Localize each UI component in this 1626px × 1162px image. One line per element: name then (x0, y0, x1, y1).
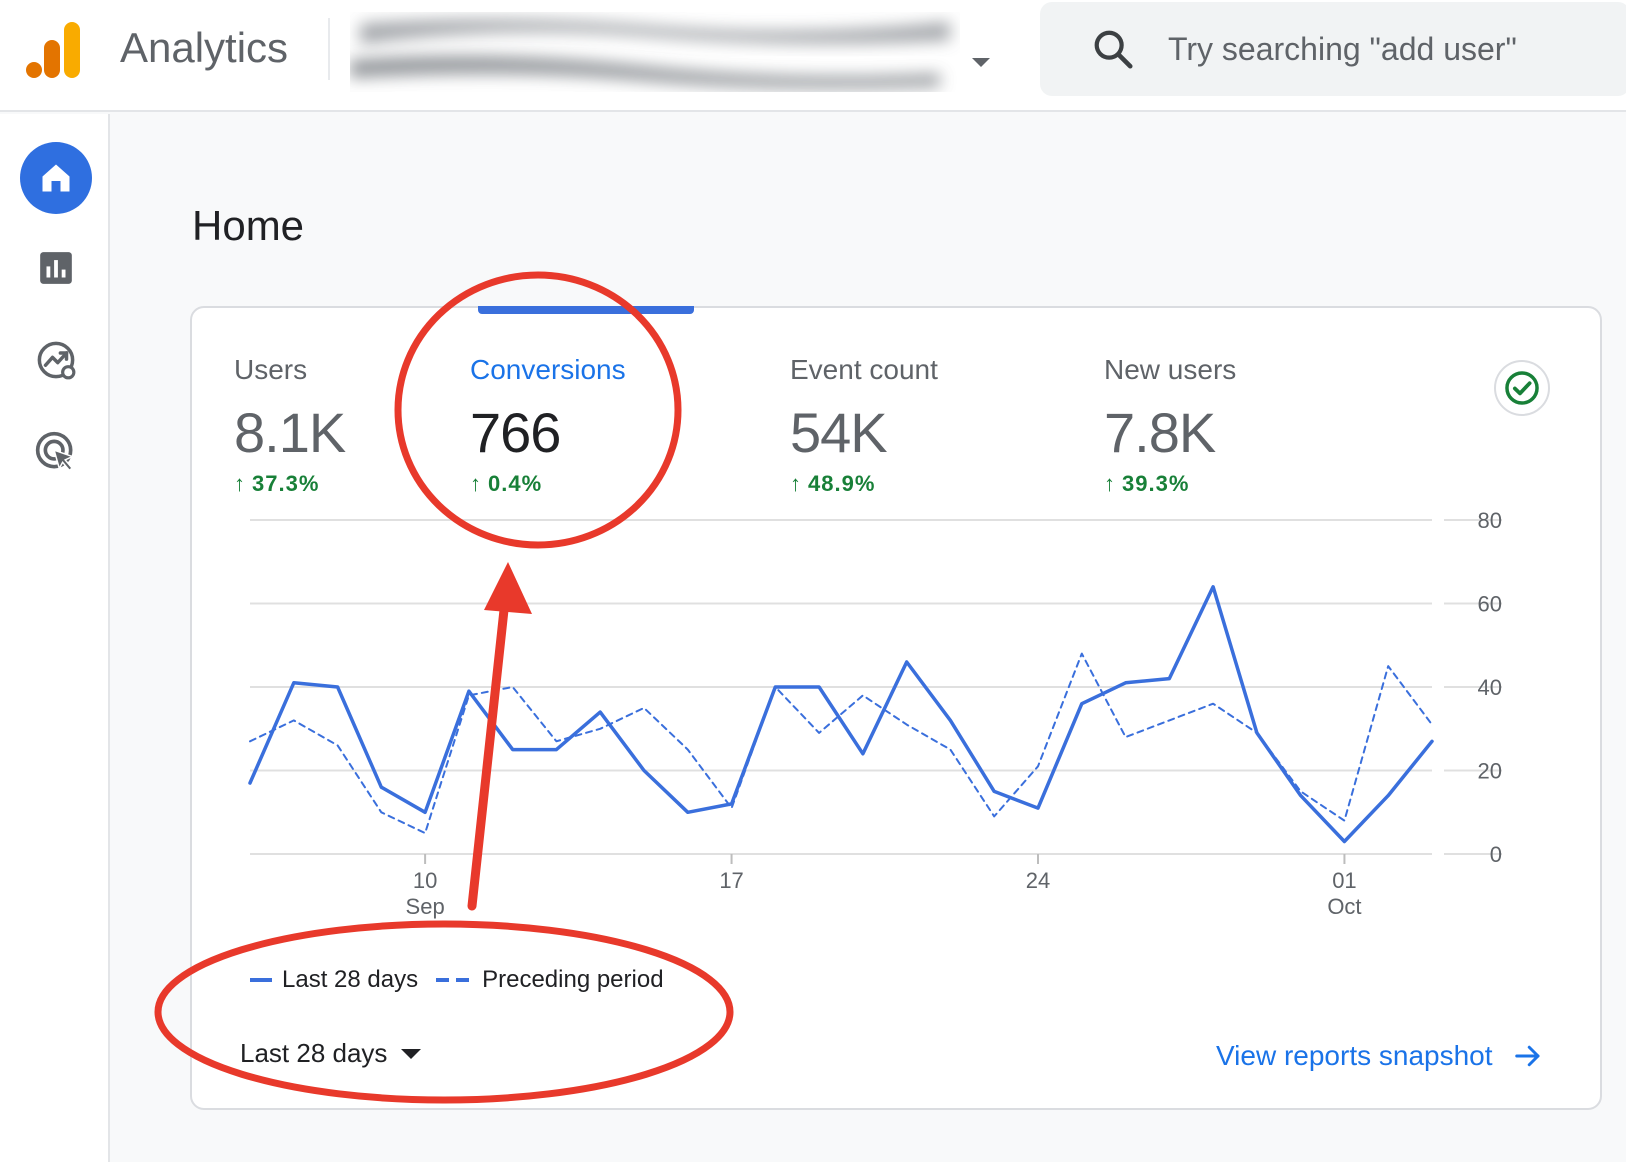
metric-value: 54K (790, 401, 888, 464)
arrow-up-icon: ↑ (234, 471, 246, 496)
caret-down-icon (401, 1048, 422, 1059)
x-tick-label: 01 (1332, 868, 1356, 893)
legend-label: Preceding period (482, 966, 664, 993)
metric-label: Event count (790, 354, 938, 385)
chart-legend: Last 28 days Preceding period (250, 966, 682, 994)
nav-advertising-button[interactable] (20, 416, 92, 488)
legend-solid-swatch (250, 978, 272, 982)
analytics-logo[interactable] (26, 20, 86, 80)
view-reports-snapshot-link[interactable]: View reports snapshot (1216, 1040, 1543, 1072)
check-circle-icon (1505, 371, 1539, 405)
metric-label: Users (234, 354, 308, 385)
search-icon (1094, 30, 1133, 69)
explore-icon (37, 341, 76, 380)
y-tick-label: 40 (1478, 675, 1502, 700)
left-nav-rail (0, 114, 110, 1162)
x-tick-sublabel: Oct (1327, 894, 1361, 919)
legend-item-preceding-period: Preceding period (436, 966, 664, 994)
data-quality-check-button[interactable] (1494, 360, 1550, 416)
y-tick-label: 60 (1478, 592, 1502, 617)
y-tick-label: 0 (1490, 842, 1502, 867)
advertising-icon (35, 431, 75, 472)
arrow-up-icon: ↑ (1104, 471, 1116, 496)
metric-tab-new-users[interactable]: New users 7.8K ↑ 39.3% (1104, 354, 1236, 497)
date-range-label: Last 28 days (240, 1038, 388, 1068)
legend-item-last-28-days: Last 28 days (250, 966, 418, 994)
app-title: Analytics (120, 24, 289, 71)
header-divider (328, 18, 330, 80)
date-range-dropdown[interactable]: Last 28 days (240, 1038, 422, 1069)
nav-explore-button[interactable] (20, 324, 92, 396)
reports-icon (40, 252, 72, 284)
page-title: Home (192, 202, 305, 249)
series-line-preceding-period (249, 652, 1433, 835)
search-input[interactable] (1168, 26, 1608, 72)
metric-label: New users (1104, 354, 1237, 385)
x-tick-sublabel: Sep (406, 894, 445, 919)
y-tick-label: 20 (1478, 759, 1502, 784)
nav-reports-button[interactable] (20, 232, 92, 304)
legend-dashed-swatch (436, 978, 473, 982)
x-tick-label: 17 (719, 868, 743, 893)
account-selector-blurred[interactable] (350, 12, 960, 92)
y-tick-label: 80 (1478, 508, 1502, 533)
account-dropdown-caret-icon[interactable] (972, 58, 990, 67)
nav-home-button[interactable] (20, 142, 92, 214)
series-line-last-28-days (248, 585, 1434, 844)
metric-value: 7.8K (1104, 401, 1216, 464)
overview-card: Users 8.1K ↑ 37.3% Conversions 766 ↑ 0.4% … (190, 306, 1602, 1110)
metric-change: ↑ 39.3% (1104, 471, 1190, 496)
legend-label: Last 28 days (282, 966, 419, 993)
top-app-bar: Analytics (0, 0, 1626, 112)
metric-tab-users[interactable]: Users 8.1K ↑ 37.3% (234, 354, 346, 497)
metric-change: ↑ 48.9% (790, 471, 876, 496)
metric-value: 8.1K (234, 401, 346, 464)
arrow-up-icon: ↑ (790, 471, 802, 496)
metric-tab-event-count[interactable]: Event count 54K ↑ 48.9% (790, 354, 938, 497)
snapshot-link-label: View reports snapshot (1216, 1040, 1493, 1071)
search-bar[interactable] (1040, 2, 1626, 96)
home-icon (42, 164, 70, 192)
metric-change: ↑ 37.3% (234, 471, 320, 496)
x-tick-label: 10 (413, 868, 437, 893)
arrow-right-icon (1514, 1045, 1540, 1067)
x-tick-label: 24 (1026, 868, 1050, 893)
